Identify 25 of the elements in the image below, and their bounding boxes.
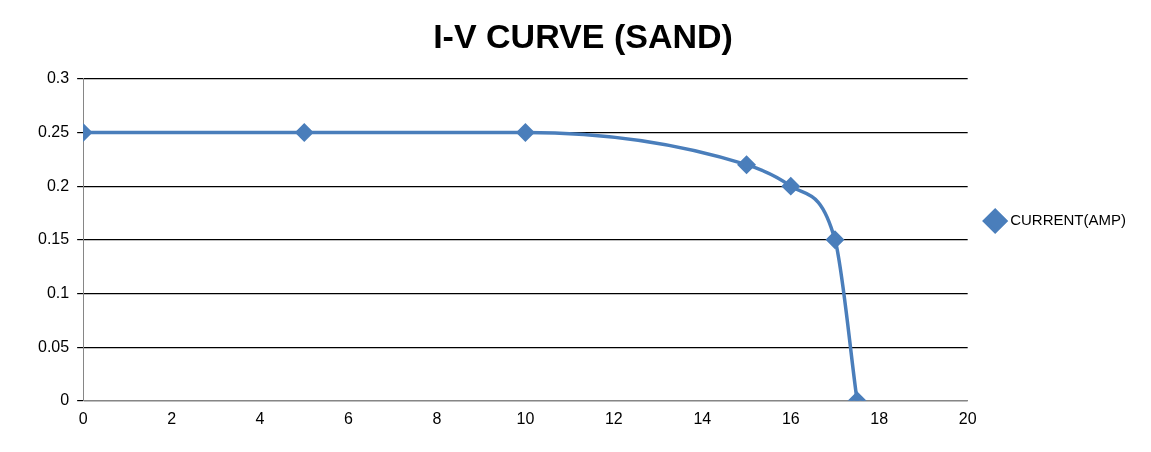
point xyxy=(737,155,756,174)
x-tick-label: 18 xyxy=(870,409,889,427)
x-tick-label: 14 xyxy=(693,409,712,427)
x-tick-label: 12 xyxy=(604,409,623,427)
point xyxy=(295,123,314,142)
y-tick-label: 0.15 xyxy=(38,230,70,248)
y-tick-label: 0.2 xyxy=(46,176,70,194)
x-tick-label: 6 xyxy=(344,409,354,427)
legend-label: CURRENT(AMP) xyxy=(1010,211,1126,229)
y-tick-label: 0 xyxy=(60,391,70,409)
x-tick-label: 0 xyxy=(78,409,88,427)
y-tick-label: 0.3 xyxy=(46,69,70,87)
x-tick-label: 10 xyxy=(516,409,535,427)
chart-title: I-V CURVE (SAND) xyxy=(433,16,733,55)
y-tick-label: 0.05 xyxy=(38,337,70,355)
point xyxy=(782,177,800,195)
point xyxy=(516,123,535,142)
point xyxy=(826,231,844,249)
x-tick-label: 8 xyxy=(432,409,442,427)
y-tick-label: 0.25 xyxy=(38,122,70,140)
x-tick-label: 16 xyxy=(781,409,800,427)
x-tick-label: 2 xyxy=(167,409,177,427)
x-tick-label: 4 xyxy=(255,409,265,427)
y-tick-label: 0.1 xyxy=(46,283,70,301)
x-tick-label: 20 xyxy=(958,409,977,427)
